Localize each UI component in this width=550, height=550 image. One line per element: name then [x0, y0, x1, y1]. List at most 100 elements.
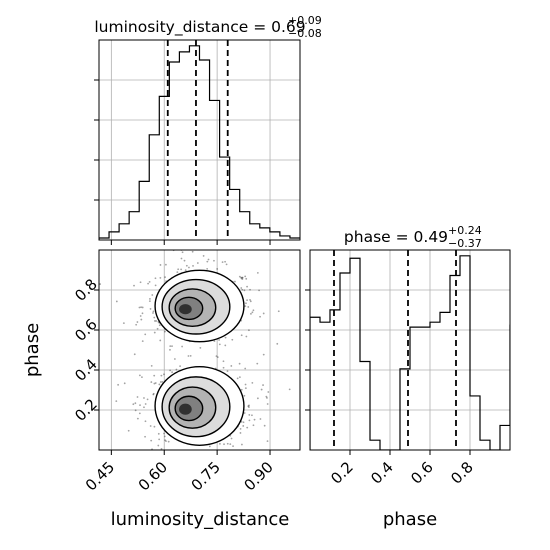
joint-point: [247, 306, 250, 308]
joint-point: [239, 432, 242, 434]
joint-point: [206, 211, 208, 213]
joint-point: [161, 381, 164, 383]
joint-point: [144, 420, 147, 423]
joint-point: [190, 201, 192, 203]
joint-point: [138, 374, 141, 377]
joint-point: [209, 213, 211, 215]
joint-point: [189, 231, 191, 233]
joint-xtick-label: 0.45: [82, 458, 118, 494]
joint-point: [173, 358, 176, 360]
joint-point: [127, 429, 130, 432]
joint-point: [214, 248, 216, 250]
joint-point: [171, 174, 173, 176]
joint-point: [165, 440, 167, 443]
joint-point: [175, 368, 178, 371]
joint-point: [205, 172, 207, 174]
joint-point: [230, 365, 233, 367]
joint-point: [277, 310, 280, 313]
joint-point: [159, 264, 162, 266]
joint-point: [224, 260, 226, 263]
joint-point: [260, 388, 263, 391]
joint-point: [230, 437, 233, 440]
joint-density-fill: [155, 187, 244, 446]
joint-point: [169, 210, 171, 212]
joint-point: [221, 225, 223, 227]
joint-point: [172, 208, 174, 210]
joint-point: [136, 321, 139, 323]
joint-point: [249, 300, 252, 303]
joint-point: [247, 232, 249, 234]
joint-point: [143, 196, 145, 198]
joint-point: [177, 172, 179, 174]
joint-point: [209, 241, 211, 243]
joint-point: [118, 242, 120, 244]
joint-point: [240, 287, 243, 289]
joint-point: [196, 177, 198, 179]
joint-point: [244, 305, 247, 308]
ph-xtick-label: 0.2: [327, 458, 357, 488]
joint-point: [266, 440, 269, 443]
joint-point: [231, 207, 233, 209]
joint-point: [159, 339, 162, 342]
joint-point: [211, 194, 213, 196]
joint-point: [182, 489, 184, 491]
ph-hist-panel: 0.2 0.4 0.6 0.8 phase = 0.49 +0.24 −0.37 ph…: [305, 224, 511, 530]
joint-point: [218, 217, 220, 219]
joint-point: [173, 183, 175, 185]
joint-point: [244, 367, 247, 370]
joint-point: [134, 409, 137, 412]
joint-point: [232, 445, 234, 448]
joint-point: [177, 268, 180, 271]
joint-point: [226, 370, 229, 373]
joint-point: [265, 395, 268, 398]
joint-point: [200, 456, 202, 458]
joint-frame: [98, 249, 301, 451]
joint-point: [185, 195, 187, 197]
joint-point: [184, 179, 186, 181]
joint-point: [174, 223, 176, 225]
joint-point: [169, 369, 172, 372]
ph-xtick-label: 0.8: [447, 458, 477, 488]
joint-point: [166, 207, 168, 209]
joint-point: [205, 173, 207, 175]
joint-point: [253, 418, 256, 421]
joint-point: [242, 421, 245, 424]
ld-hist-grid: [99, 40, 300, 240]
joint-point: [231, 193, 233, 195]
joint-point: [206, 260, 209, 263]
joint-point: [155, 245, 157, 247]
joint-contour-line: [154, 366, 245, 446]
joint-point: [180, 268, 183, 271]
ph-title-sub: −0.37: [448, 237, 482, 250]
joint-point: [181, 190, 183, 192]
joint-point: [157, 432, 160, 435]
joint-point: [152, 206, 154, 208]
joint-point: [238, 362, 241, 365]
joint-point: [202, 217, 204, 219]
joint-point: [181, 165, 183, 167]
joint-point: [248, 230, 250, 232]
joint-contour-line: [154, 269, 245, 343]
ld-hist-frame: [98, 39, 301, 241]
joint-point: [138, 306, 141, 309]
joint-density-level: [179, 403, 192, 415]
joint-point: [211, 222, 213, 224]
joint-density-level: [179, 304, 192, 315]
joint-point: [192, 170, 194, 172]
joint-point: [177, 206, 179, 208]
joint-point: [225, 196, 227, 198]
ph-histogram-step: [310, 255, 510, 450]
joint-point: [204, 226, 206, 228]
joint-point: [160, 447, 163, 450]
joint-point: [212, 211, 214, 213]
joint-point: [154, 382, 157, 384]
ld-title-sup: +0.09: [288, 14, 322, 27]
joint-point: [242, 425, 245, 427]
joint-density-level: [169, 187, 216, 228]
joint-point: [249, 298, 251, 301]
joint-point: [123, 382, 126, 385]
joint-point: [169, 197, 171, 199]
joint-point: [171, 371, 174, 374]
joint-ytick-label: 0.4: [71, 355, 101, 385]
joint-point: [232, 172, 234, 174]
